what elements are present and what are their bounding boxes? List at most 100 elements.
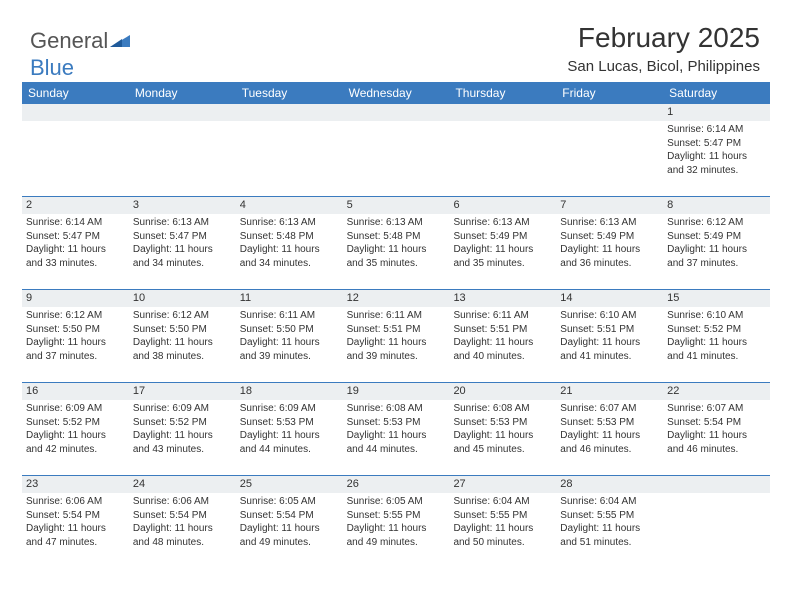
calendar-cell: 12Sunrise: 6:11 AMSunset: 5:51 PMDayligh…: [343, 290, 450, 382]
day-details: Sunrise: 6:09 AMSunset: 5:53 PMDaylight:…: [236, 400, 343, 460]
weekday-label: Thursday: [449, 82, 556, 104]
day-number: [343, 104, 450, 121]
day-number: 10: [129, 290, 236, 307]
day-details: Sunrise: 6:12 AMSunset: 5:50 PMDaylight:…: [129, 307, 236, 367]
calendar-cell: [22, 104, 129, 196]
day-number: 3: [129, 197, 236, 214]
calendar-cell: 25Sunrise: 6:05 AMSunset: 5:54 PMDayligh…: [236, 476, 343, 568]
calendar-cell: 16Sunrise: 6:09 AMSunset: 5:52 PMDayligh…: [22, 383, 129, 475]
calendar-cell: [449, 104, 556, 196]
day-number: [449, 104, 556, 121]
calendar-cell: 26Sunrise: 6:05 AMSunset: 5:55 PMDayligh…: [343, 476, 450, 568]
day-number: 18: [236, 383, 343, 400]
calendar-cell: 13Sunrise: 6:11 AMSunset: 5:51 PMDayligh…: [449, 290, 556, 382]
calendar-cell: 3Sunrise: 6:13 AMSunset: 5:47 PMDaylight…: [129, 197, 236, 289]
weekday-header: SundayMondayTuesdayWednesdayThursdayFrid…: [22, 82, 770, 104]
calendar-cell: 8Sunrise: 6:12 AMSunset: 5:49 PMDaylight…: [663, 197, 770, 289]
calendar: SundayMondayTuesdayWednesdayThursdayFrid…: [22, 82, 770, 568]
day-details: Sunrise: 6:04 AMSunset: 5:55 PMDaylight:…: [556, 493, 663, 553]
logo-part2: Blue: [30, 55, 74, 80]
day-number: 28: [556, 476, 663, 493]
day-number: 27: [449, 476, 556, 493]
day-details: Sunrise: 6:13 AMSunset: 5:47 PMDaylight:…: [129, 214, 236, 274]
calendar-cell: 23Sunrise: 6:06 AMSunset: 5:54 PMDayligh…: [22, 476, 129, 568]
calendar-cell: 14Sunrise: 6:10 AMSunset: 5:51 PMDayligh…: [556, 290, 663, 382]
day-details: Sunrise: 6:08 AMSunset: 5:53 PMDaylight:…: [449, 400, 556, 460]
calendar-cell: 18Sunrise: 6:09 AMSunset: 5:53 PMDayligh…: [236, 383, 343, 475]
day-number: [22, 104, 129, 121]
calendar-week: 16Sunrise: 6:09 AMSunset: 5:52 PMDayligh…: [22, 383, 770, 476]
day-details: Sunrise: 6:05 AMSunset: 5:55 PMDaylight:…: [343, 493, 450, 553]
header-right: February 2025 San Lucas, Bicol, Philippi…: [567, 22, 760, 75]
weekday-label: Saturday: [663, 82, 770, 104]
calendar-cell: 9Sunrise: 6:12 AMSunset: 5:50 PMDaylight…: [22, 290, 129, 382]
day-number: 5: [343, 197, 450, 214]
month-title: February 2025: [567, 22, 760, 54]
weekday-label: Friday: [556, 82, 663, 104]
day-number: 7: [556, 197, 663, 214]
day-number: 9: [22, 290, 129, 307]
weekday-label: Wednesday: [343, 82, 450, 104]
calendar-cell: 22Sunrise: 6:07 AMSunset: 5:54 PMDayligh…: [663, 383, 770, 475]
day-number: 1: [663, 104, 770, 121]
day-details: Sunrise: 6:05 AMSunset: 5:54 PMDaylight:…: [236, 493, 343, 553]
day-number: 14: [556, 290, 663, 307]
day-details: Sunrise: 6:08 AMSunset: 5:53 PMDaylight:…: [343, 400, 450, 460]
day-details: Sunrise: 6:13 AMSunset: 5:48 PMDaylight:…: [236, 214, 343, 274]
calendar-cell: 6Sunrise: 6:13 AMSunset: 5:49 PMDaylight…: [449, 197, 556, 289]
calendar-week: 23Sunrise: 6:06 AMSunset: 5:54 PMDayligh…: [22, 476, 770, 568]
calendar-cell: 5Sunrise: 6:13 AMSunset: 5:48 PMDaylight…: [343, 197, 450, 289]
weekday-label: Tuesday: [236, 82, 343, 104]
day-details: Sunrise: 6:14 AMSunset: 5:47 PMDaylight:…: [22, 214, 129, 274]
day-number: 6: [449, 197, 556, 214]
calendar-week: 9Sunrise: 6:12 AMSunset: 5:50 PMDaylight…: [22, 290, 770, 383]
day-details: Sunrise: 6:06 AMSunset: 5:54 PMDaylight:…: [22, 493, 129, 553]
logo: General Blue: [30, 28, 130, 81]
day-details: Sunrise: 6:11 AMSunset: 5:50 PMDaylight:…: [236, 307, 343, 367]
day-number: 2: [22, 197, 129, 214]
calendar-cell: 19Sunrise: 6:08 AMSunset: 5:53 PMDayligh…: [343, 383, 450, 475]
day-details: Sunrise: 6:14 AMSunset: 5:47 PMDaylight:…: [663, 121, 770, 181]
day-details: Sunrise: 6:12 AMSunset: 5:50 PMDaylight:…: [22, 307, 129, 367]
day-details: Sunrise: 6:10 AMSunset: 5:52 PMDaylight:…: [663, 307, 770, 367]
day-number: 4: [236, 197, 343, 214]
day-details: Sunrise: 6:12 AMSunset: 5:49 PMDaylight:…: [663, 214, 770, 274]
day-number: 13: [449, 290, 556, 307]
calendar-cell: 7Sunrise: 6:13 AMSunset: 5:49 PMDaylight…: [556, 197, 663, 289]
day-number: 11: [236, 290, 343, 307]
day-number: 17: [129, 383, 236, 400]
calendar-cell: 17Sunrise: 6:09 AMSunset: 5:52 PMDayligh…: [129, 383, 236, 475]
day-number: [663, 476, 770, 493]
logo-part1: General: [30, 28, 108, 53]
day-details: Sunrise: 6:10 AMSunset: 5:51 PMDaylight:…: [556, 307, 663, 367]
calendar-cell: [343, 104, 450, 196]
day-details: Sunrise: 6:13 AMSunset: 5:49 PMDaylight:…: [449, 214, 556, 274]
day-details: Sunrise: 6:13 AMSunset: 5:49 PMDaylight:…: [556, 214, 663, 274]
day-details: Sunrise: 6:11 AMSunset: 5:51 PMDaylight:…: [343, 307, 450, 367]
calendar-cell: 10Sunrise: 6:12 AMSunset: 5:50 PMDayligh…: [129, 290, 236, 382]
weekday-label: Monday: [129, 82, 236, 104]
calendar-cell: 2Sunrise: 6:14 AMSunset: 5:47 PMDaylight…: [22, 197, 129, 289]
day-details: Sunrise: 6:09 AMSunset: 5:52 PMDaylight:…: [22, 400, 129, 460]
day-number: [236, 104, 343, 121]
calendar-cell: 21Sunrise: 6:07 AMSunset: 5:53 PMDayligh…: [556, 383, 663, 475]
day-number: 24: [129, 476, 236, 493]
calendar-week: 1Sunrise: 6:14 AMSunset: 5:47 PMDaylight…: [22, 104, 770, 197]
day-details: Sunrise: 6:11 AMSunset: 5:51 PMDaylight:…: [449, 307, 556, 367]
day-number: 21: [556, 383, 663, 400]
calendar-cell: 15Sunrise: 6:10 AMSunset: 5:52 PMDayligh…: [663, 290, 770, 382]
day-number: 8: [663, 197, 770, 214]
day-number: [556, 104, 663, 121]
day-number: 23: [22, 476, 129, 493]
day-number: 15: [663, 290, 770, 307]
calendar-cell: 24Sunrise: 6:06 AMSunset: 5:54 PMDayligh…: [129, 476, 236, 568]
day-number: 25: [236, 476, 343, 493]
day-number: [129, 104, 236, 121]
calendar-cell: [556, 104, 663, 196]
calendar-cell: [663, 476, 770, 568]
day-number: 12: [343, 290, 450, 307]
day-number: 20: [449, 383, 556, 400]
day-number: 16: [22, 383, 129, 400]
calendar-cell: 4Sunrise: 6:13 AMSunset: 5:48 PMDaylight…: [236, 197, 343, 289]
logo-triangle-icon: [110, 29, 130, 55]
